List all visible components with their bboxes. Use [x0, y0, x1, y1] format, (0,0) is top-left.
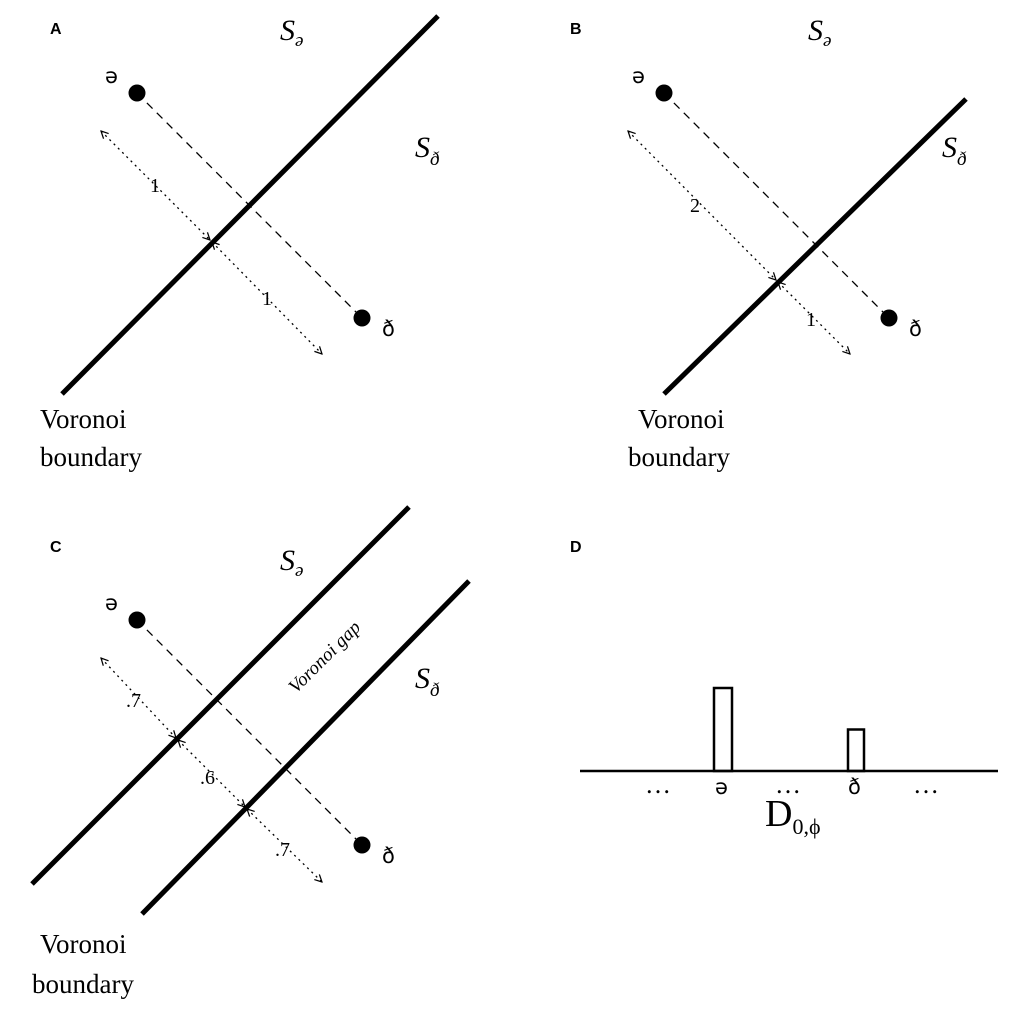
panel-b-point-schwa	[655, 84, 673, 102]
panel-b-region-right: Sð	[942, 131, 967, 170]
panel-d-ellipsis-left: …	[645, 770, 671, 799]
panel-c-distance-lower-label: .7	[275, 839, 290, 861]
panel-a-voronoi-boundary	[60, 14, 440, 396]
panel-c-voronoi-gap-label: Voronoi gap	[285, 617, 365, 697]
panel-a-connecting-line	[136, 92, 363, 319]
panel-a-distance-upper-label: 1	[150, 175, 160, 197]
panel-c-distance-arrow-upper	[101, 658, 176, 738]
panel-a-label: A	[50, 21, 62, 38]
panel-a: A Sə Sð ə ð 1 1 Voronoi boundary	[40, 14, 440, 472]
panel-b-point-eth	[880, 309, 898, 327]
panel-c: C Sə Sð ə ð .7 .6 .7 Voronoi gap Voronoi…	[30, 505, 471, 999]
panel-a-distance-arrow-lower	[212, 242, 322, 354]
panel-a-boundary-label-line1: Voronoi	[40, 404, 127, 434]
panel-d-bar-schwa	[712, 686, 734, 773]
panel-b-point-eth-label: ð	[909, 317, 922, 341]
panel-c-connecting-line	[136, 619, 363, 846]
panel-d-bar-eth	[846, 728, 866, 773]
panel-d-bar-schwa-label: ə	[715, 775, 728, 799]
panel-c-distance-middle-label: .6	[200, 767, 215, 789]
panel-b: B Sə Sð ə ð 2 1 Voronoi boundary	[570, 14, 968, 472]
panel-c-point-eth	[353, 836, 371, 854]
panel-b-distance-lower-label: 1	[806, 309, 816, 331]
panel-a-region-top: Sə	[280, 14, 303, 51]
panel-a-distance-lower-label: 1	[262, 288, 272, 310]
panel-b-voronoi-boundary	[662, 97, 968, 396]
panel-b-distance-arrow-upper	[628, 131, 776, 280]
panel-a-boundary-label-line2: boundary	[40, 442, 142, 472]
panel-b-label: B	[570, 21, 582, 38]
panel-c-boundary-label-line1: Voronoi	[40, 929, 127, 959]
panel-a-point-eth-label: ð	[382, 317, 395, 341]
panel-d-ellipsis-middle: …	[775, 770, 801, 799]
panel-b-distance-upper-label: 2	[690, 195, 700, 217]
panel-d-bar-eth-label: ð	[848, 775, 861, 799]
panel-d: D ə ð … … … D0,ϕ	[570, 539, 998, 839]
panel-a-point-schwa	[128, 84, 146, 102]
panel-d-label: D	[570, 539, 582, 556]
panel-a-point-eth	[353, 309, 371, 327]
panel-b-region-top: Sə	[808, 14, 831, 51]
panel-c-point-eth-label: ð	[382, 844, 395, 868]
panel-c-label: C	[50, 539, 62, 556]
panel-b-boundary-label-line2: boundary	[628, 442, 730, 472]
panel-b-boundary-label-line1: Voronoi	[638, 404, 725, 434]
panel-c-point-schwa	[128, 611, 146, 629]
panel-a-point-schwa-label: ə	[105, 64, 118, 88]
panel-c-voronoi-boundary-right	[140, 579, 471, 916]
panel-c-distance-upper-label: .7	[126, 690, 141, 712]
panel-a-distance-arrow-upper	[101, 131, 210, 240]
panel-a-region-right: Sð	[415, 131, 440, 170]
panel-c-region-right: Sð	[415, 662, 440, 701]
panel-d-axis-label: D0,ϕ	[765, 793, 821, 839]
panel-d-ellipsis-right: …	[913, 770, 939, 799]
panel-b-distance-arrow-lower	[778, 282, 850, 354]
panel-c-point-schwa-label: ə	[105, 591, 118, 615]
panel-c-region-top: Sə	[280, 544, 303, 581]
panel-c-voronoi-boundary-left	[30, 505, 411, 886]
panel-b-point-schwa-label: ə	[632, 64, 645, 88]
panel-c-distance-arrow-middle	[178, 740, 245, 807]
panel-c-boundary-label-line2: boundary	[32, 969, 134, 999]
